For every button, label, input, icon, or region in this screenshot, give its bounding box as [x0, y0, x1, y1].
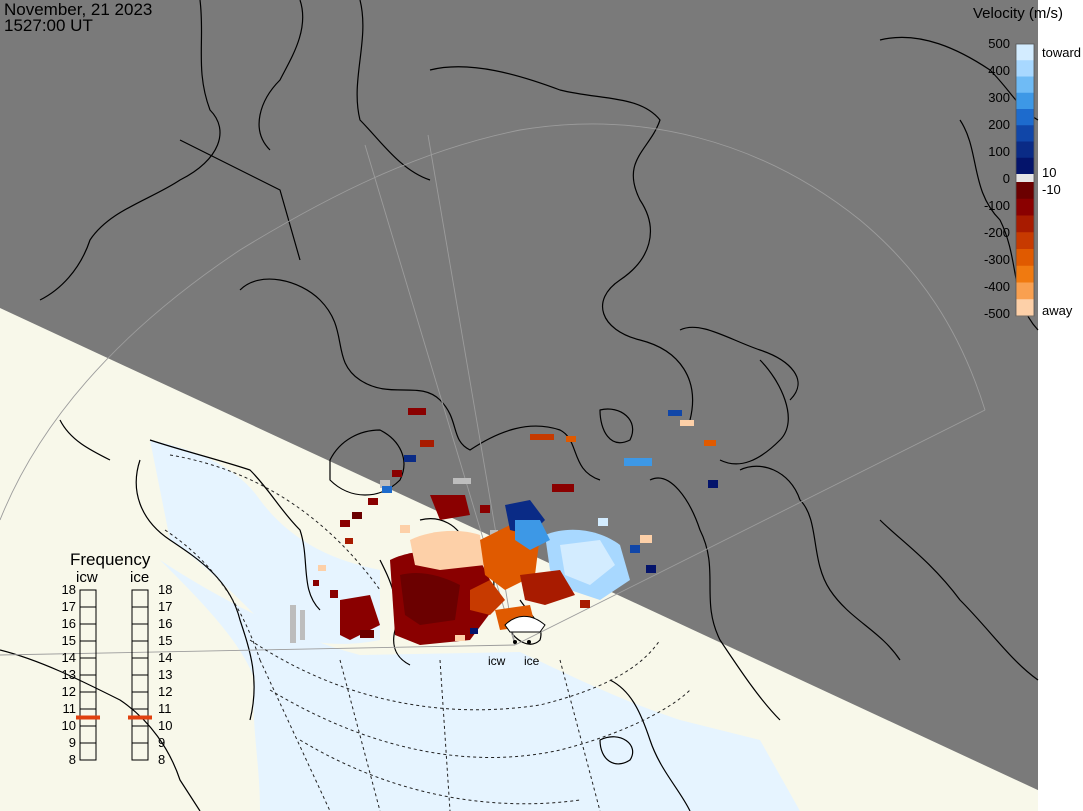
away-label: away	[1042, 303, 1073, 318]
velocity-swatch-toward	[1016, 157, 1034, 175]
frequency-tick-icw: 16	[61, 616, 76, 631]
site-label-ice: ice	[524, 654, 540, 668]
frequency-selected-marker	[128, 715, 152, 720]
frequency-tick-icw: 13	[61, 667, 76, 682]
velocity-tick-label: 100	[988, 144, 1010, 159]
velocity-swatch-away	[1016, 215, 1034, 233]
velocity-swatch-zero	[1016, 174, 1034, 182]
velocity-swatch-toward	[1016, 76, 1034, 94]
frequency-tick-ice: 16	[158, 616, 173, 631]
velocity-legend-title: Velocity (m/s)	[973, 5, 1064, 22]
velocity-swatch-toward	[1016, 44, 1034, 61]
velocity-colorbar-frame	[1015, 43, 1035, 317]
velocity-swatch-away	[1016, 232, 1034, 250]
icw-site-marker[interactable]	[513, 640, 517, 644]
frequency-tick-ice: 15	[158, 633, 173, 648]
frequency-tick-icw: 10	[61, 718, 76, 733]
velocity-tick-label: -500	[983, 306, 1010, 321]
velocity-swatch-toward	[1016, 92, 1034, 110]
frequency-selected-marker	[76, 715, 100, 720]
frequency-tick-icw: 14	[61, 650, 76, 665]
velocity-swatch-away	[1016, 299, 1034, 317]
frequency-tick-icw: 11	[62, 701, 77, 716]
frequency-tick-icw: 12	[61, 684, 76, 699]
velocity-colorbar	[1015, 43, 1035, 317]
backscatter-fan	[340, 495, 630, 645]
velocity-tick-label: -300	[983, 252, 1010, 267]
frequency-tick-icw: 17	[61, 599, 76, 614]
ice-site-marker[interactable]	[527, 640, 531, 644]
frequency-tick-icw: 9	[68, 735, 76, 750]
frequency-tick-ice: 10	[158, 718, 173, 733]
velocity-tick-label: 500	[988, 36, 1010, 51]
velocity-swatch-away	[1016, 249, 1034, 267]
frequency-tick-ice: 13	[158, 667, 173, 682]
frequency-tick-ice: 8	[158, 752, 166, 767]
panel-strip	[1038, 0, 1083, 811]
frequency-tick-ice: 12	[158, 684, 173, 699]
frequency-tick-icw: 8	[68, 752, 76, 767]
date-label: November, 21 2023	[4, 0, 153, 19]
frequency-legend-title: Frequency	[70, 550, 151, 569]
velocity-swatch-toward	[1016, 125, 1034, 142]
frequency-tick-icw: 18	[61, 582, 76, 597]
frequency-tick-ice: 18	[158, 582, 173, 597]
site-label-icw: icw	[488, 654, 506, 668]
velocity-tick-label: 200	[988, 117, 1010, 132]
frequency-cell	[79, 742, 97, 761]
frequency-col-ice-label: ice	[130, 569, 150, 586]
velocity-tick-label: 300	[988, 90, 1010, 105]
positive-threshold-label: 10	[1042, 165, 1057, 180]
frequency-cell	[131, 742, 149, 761]
coastlines	[0, 0, 1039, 811]
frequency-tick-ice: 9	[158, 735, 166, 750]
time-label: 1527:00 UT	[4, 16, 93, 35]
velocity-tick-label: -200	[983, 225, 1010, 240]
velocity-swatch-away	[1016, 182, 1034, 200]
velocity-swatch-away	[1016, 282, 1034, 300]
velocity-tick-label: -100	[983, 198, 1010, 213]
toward-label: toward	[1042, 45, 1082, 60]
frequency-tick-ice: 17	[158, 599, 173, 614]
negative-threshold-label: -10	[1042, 182, 1061, 197]
velocity-tick-label: -400	[983, 279, 1010, 294]
velocity-tick-label: 0	[1002, 171, 1010, 186]
velocity-swatch-toward	[1016, 109, 1034, 126]
velocity-tick-label: 400	[988, 63, 1010, 78]
frequency-col-icw-label: icw	[76, 569, 98, 586]
velocity-swatch-toward	[1016, 60, 1034, 77]
frequency-tick-icw: 15	[61, 633, 76, 648]
velocity-swatch-toward	[1016, 141, 1034, 159]
velocity-swatch-away	[1016, 265, 1034, 283]
backscatter-cells	[313, 408, 718, 641]
radar-sites	[504, 615, 546, 644]
frequency-tick-ice: 14	[158, 650, 173, 665]
velocity-swatch-away	[1016, 198, 1034, 216]
frequency-tick-ice: 11	[158, 701, 172, 716]
day-grid	[164, 454, 691, 811]
frequency-bars	[76, 589, 152, 761]
